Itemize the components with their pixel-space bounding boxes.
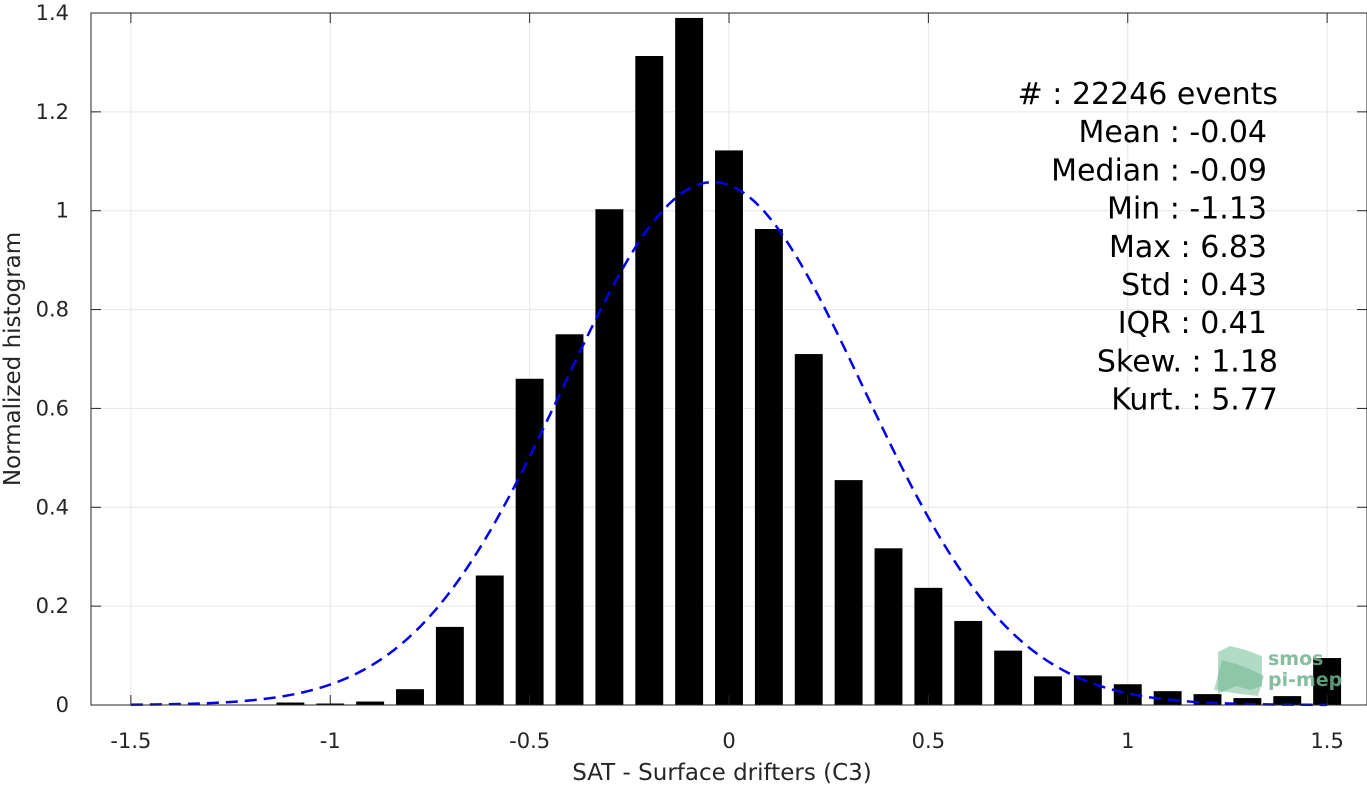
- stat-line-3: Min : -1.13: [1107, 192, 1267, 227]
- bar-19: [994, 650, 1023, 705]
- bar-22: [1113, 684, 1142, 705]
- bars-group: [116, 17, 1342, 706]
- bar-15: [834, 480, 863, 705]
- bar-3: [356, 701, 385, 705]
- bar-24: [1193, 694, 1222, 705]
- stat-line-8: Kurt. : 5.77: [1111, 383, 1278, 418]
- bar-1: [276, 702, 305, 705]
- x-tick-label-5: 1: [1121, 729, 1134, 753]
- bar-26: [1273, 696, 1302, 705]
- bar-11: [675, 17, 704, 705]
- smos-pimep-logo: smos pi-mep: [1214, 646, 1342, 696]
- y-tick-label-3: 0.6: [36, 396, 69, 420]
- bar-25: [1233, 698, 1262, 705]
- y-axis-ticks: 0 0.2 0.4 0.6 0.8 1 1.2 1.4: [36, 1, 1367, 717]
- stat-line-4: Max : 6.83: [1109, 230, 1267, 265]
- stat-line-1: Mean : -0.04: [1078, 115, 1267, 150]
- y-tick-label-2: 0.4: [36, 495, 69, 519]
- bar-10: [635, 56, 664, 705]
- x-tick-label-6: 1.5: [1310, 729, 1343, 753]
- bar-12: [715, 150, 743, 705]
- gaussian-fit-curve: [130, 180, 1328, 707]
- x-tick-label-0: -1.5: [110, 729, 151, 753]
- stat-line-7: Skew. : 1.18: [1097, 344, 1278, 379]
- x-tick-label-2: -0.5: [509, 729, 550, 753]
- x-axis-label: SAT - Surface drifters (C3): [572, 760, 872, 785]
- bar-17: [914, 587, 943, 705]
- y-axis-label: Normalized histogram: [0, 232, 26, 486]
- stat-line-5: Std : 0.43: [1121, 268, 1267, 303]
- x-tick-label-1: -1: [320, 729, 341, 753]
- y-tick-label-1: 0.2: [36, 594, 69, 618]
- y-tick-label-6: 1.2: [36, 100, 69, 124]
- logo-wave-shape: [1218, 646, 1262, 694]
- logo-line2: pi-mep: [1268, 669, 1342, 691]
- bar-9: [595, 209, 624, 705]
- bar-4: [396, 689, 424, 705]
- y-tick-label-7: 1.4: [36, 1, 69, 25]
- x-axis-ticks: -1.5 -1 -0.5 0 0.5 1 1.5: [110, 13, 1344, 753]
- bar-8: [555, 334, 584, 705]
- x-tick-label-4: 0.5: [912, 729, 945, 753]
- y-tick-label-4: 0.8: [36, 298, 69, 322]
- logo-line1: smos: [1268, 648, 1323, 670]
- bar-16: [874, 548, 903, 705]
- bar-6: [475, 575, 504, 705]
- bar-13: [754, 229, 783, 705]
- y-tick-label-0: 0: [56, 693, 69, 717]
- bar-21: [1073, 675, 1102, 705]
- y-tick-label-5: 1: [56, 199, 69, 223]
- bar-14: [794, 354, 823, 705]
- stat-line-2: Median : -0.09: [1051, 153, 1267, 188]
- bar-20: [1034, 676, 1062, 705]
- stat-line-0: # : 22246 events: [1018, 77, 1278, 112]
- bar-7: [515, 378, 544, 705]
- x-tick-label-3: 0: [722, 729, 735, 753]
- bar-5: [435, 626, 464, 705]
- stat-line-6: IQR : 0.41: [1118, 306, 1267, 341]
- logo-wave-shape-2: [1214, 660, 1264, 696]
- bar-18: [954, 620, 983, 705]
